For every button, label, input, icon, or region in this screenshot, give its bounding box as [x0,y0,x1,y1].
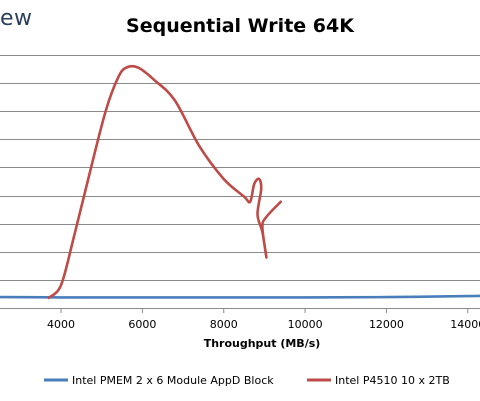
series-line-1 [0,294,480,299]
legend-label-1: Intel PMEM 2 x 6 Module AppD Block [72,374,274,387]
x-tick-label: 12000 [369,318,404,331]
x-tick-label: 14000 [450,318,480,331]
brand-logo-fragment: ew [0,6,33,31]
series-lines [0,64,480,300]
x-tick-label: 8000 [210,318,238,331]
gridlines [0,55,480,281]
x-tick-label: 6000 [128,318,156,331]
axes [0,308,480,313]
x-axis-title: Throughput (MB/s) [204,337,321,350]
legend: Intel PMEM 2 x 6 Module AppD Block Intel … [44,374,450,387]
legend-label-2: Intel P4510 10 x 2TB [335,374,450,387]
series-line-2 [47,64,282,300]
x-tick-label: 4000 [47,318,75,331]
x-tick-label: 10000 [288,318,323,331]
x-tick-labels: 4000 6000 8000 10000 12000 14000 [47,318,480,331]
chart-title: Sequential Write 64K [126,15,354,37]
